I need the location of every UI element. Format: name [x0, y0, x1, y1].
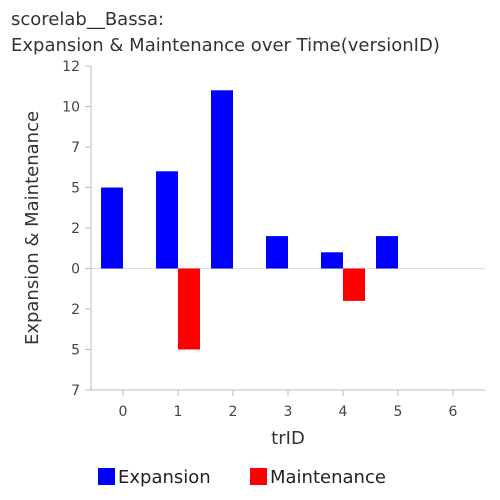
y-axis-title: Expansion & Maintenance	[22, 111, 43, 345]
x-tick-label: 5	[394, 404, 403, 420]
x-axis-title: trID	[271, 428, 305, 449]
legend-label-expansion: Expansion	[118, 467, 211, 488]
x-tick-label: 1	[174, 404, 183, 420]
legend: Expansion Maintenance	[98, 467, 386, 488]
x-axis: 0 1 2 3 4 5 6	[91, 389, 485, 420]
y-tick-label: 7	[71, 140, 80, 156]
y-tick-label: 5	[71, 181, 80, 197]
bar-expansion-2	[211, 90, 233, 269]
x-tick-label: 2	[229, 404, 238, 420]
y-tick-label: 5	[71, 343, 80, 359]
x-tick-label: 6	[449, 404, 458, 420]
y-tick-label: 12	[62, 59, 80, 75]
bar-expansion-3	[266, 236, 288, 269]
y-axis: 12 10 7 5 2 0 2 5 7	[62, 59, 485, 399]
y-tick-label: 2	[71, 302, 80, 318]
bar-expansion-4	[321, 252, 343, 269]
legend-swatch-maintenance	[250, 468, 267, 485]
chart-title: scorelab__Bassa: Expansion & Maintenance…	[11, 7, 440, 59]
x-tick-label: 0	[119, 404, 128, 420]
y-tick-label: 10	[62, 100, 80, 116]
y-tick-label: 2	[71, 221, 80, 237]
bar-expansion-5	[376, 236, 398, 269]
legend-label-maintenance: Maintenance	[270, 467, 386, 488]
legend-swatch-expansion	[98, 468, 115, 485]
bars	[101, 90, 398, 350]
chart-title-line-1: scorelab__Bassa:	[11, 9, 165, 30]
bar-maintenance-4	[343, 268, 365, 301]
y-tick-label: 7	[71, 383, 80, 399]
bar-expansion-1	[156, 171, 178, 269]
bar-expansion-0	[101, 187, 123, 269]
y-tick-label: 0	[71, 262, 80, 278]
x-tick-label: 3	[284, 404, 293, 420]
x-tick-label: 4	[339, 404, 348, 420]
bar-maintenance-1	[178, 268, 200, 350]
chart-title-line-2: Expansion & Maintenance over Time(versio…	[11, 35, 440, 56]
